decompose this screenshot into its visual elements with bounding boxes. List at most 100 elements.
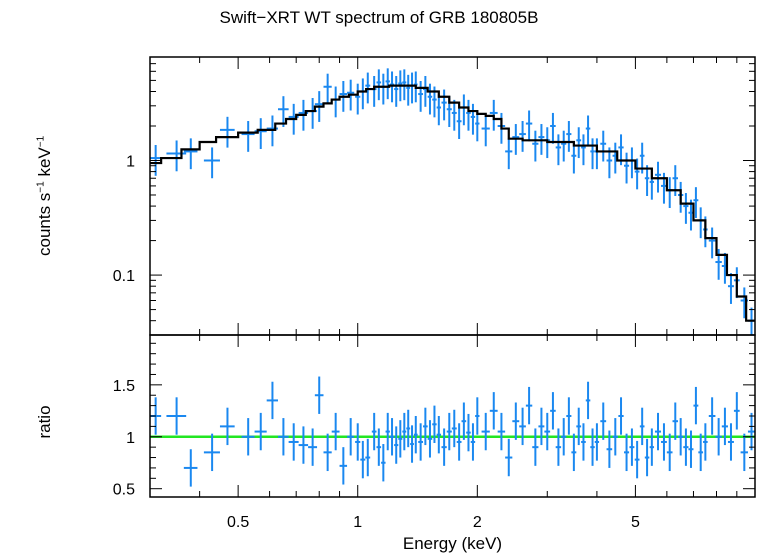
- spectrum-data-point: [644, 165, 650, 196]
- ratio-data-point: [715, 418, 722, 456]
- spectrum-data-point: [519, 121, 526, 152]
- ratio-data-point: [394, 426, 399, 464]
- spectrum-data-point: [708, 227, 716, 259]
- ratio-data-point: [618, 397, 624, 435]
- ratio-data-point: [423, 407, 428, 446]
- spectrum-data-point: [381, 73, 386, 105]
- spectrum-data-point: [418, 80, 424, 112]
- ratio-data-point: [550, 392, 556, 430]
- ratio-data-point: [203, 433, 220, 472]
- spectrum-data-point: [278, 96, 289, 127]
- ratio-data-point: [585, 381, 591, 420]
- ratio-y-tick-label: 0.5: [113, 482, 135, 499]
- spectrum-data-point: [481, 115, 490, 147]
- spectrum-data-point: [555, 134, 562, 166]
- ratio-data-point: [308, 428, 318, 466]
- ratio-data-point: [323, 433, 332, 472]
- ratio-data-point: [698, 433, 704, 472]
- ratio-data-point: [727, 423, 734, 461]
- ratio-data-point: [683, 428, 689, 466]
- spectrum-data-point: [576, 127, 582, 159]
- ratio-data-point: [733, 392, 740, 430]
- ratio-data-point: [519, 407, 526, 446]
- ratio-data-point: [740, 433, 748, 472]
- spectrum-data-point: [323, 73, 332, 105]
- spectrum-data-point: [532, 130, 539, 162]
- spectrum-data-point: [355, 83, 361, 115]
- spectrum-data-point: [672, 165, 679, 196]
- ratio-data-point: [410, 425, 414, 463]
- ratio-data-point: [497, 412, 506, 451]
- spectrum-y-tick-label: 1: [126, 153, 135, 170]
- ratio-data-point: [532, 428, 539, 466]
- spectrum-data-point: [581, 134, 586, 166]
- spectrum-data-point: [436, 94, 441, 126]
- ratio-data-point: [623, 433, 630, 472]
- ratio-panel-frame: [149, 334, 756, 498]
- ratio-data-point: [466, 413, 471, 452]
- spectrum-data-point: [727, 273, 734, 304]
- spectrum-data-point: [566, 121, 572, 152]
- spectrum-data-point: [203, 147, 220, 179]
- ratio-data-point: [600, 402, 607, 440]
- ratio-data-point: [561, 418, 567, 456]
- spectrum-data-points: [150, 68, 755, 335]
- ratio-data-point: [427, 420, 433, 458]
- ratio-data-point: [688, 430, 694, 468]
- ratio-data-point: [376, 428, 382, 466]
- spectrum-data-point: [410, 72, 414, 104]
- ratio-data-point: [693, 386, 699, 425]
- ratio-data-point: [512, 402, 520, 440]
- spectrum-data-point: [623, 152, 630, 184]
- spectrum-data-point: [456, 108, 462, 139]
- spectrum-data-point: [634, 158, 640, 190]
- spectrum-data-point: [561, 130, 567, 162]
- ratio-data-point: [456, 423, 462, 461]
- ratio-data-point: [360, 440, 366, 479]
- ratio-data-points: [150, 376, 755, 487]
- ratio-data-point: [581, 423, 586, 461]
- ratio-data-point: [402, 412, 407, 451]
- x-tick-label: 1: [353, 514, 362, 531]
- ratio-data-point: [241, 418, 255, 456]
- ratio-data-point: [703, 423, 708, 461]
- spectrum-data-point: [525, 110, 533, 142]
- ratio-data-point: [365, 438, 371, 477]
- spectrum-data-point: [475, 110, 480, 142]
- ratio-data-point: [644, 438, 650, 477]
- spectrum-data-point: [571, 142, 577, 174]
- ratio-data-point: [461, 402, 467, 440]
- ratio-data-point: [590, 428, 595, 466]
- ratio-data-point: [418, 423, 424, 461]
- ratio-data-point: [672, 402, 679, 440]
- ratio-data-point: [525, 386, 533, 425]
- spectrum-data-point: [394, 76, 399, 107]
- ratio-data-point: [489, 392, 498, 430]
- ratio-data-point: [634, 440, 640, 479]
- ratio-data-point: [661, 423, 667, 461]
- ratio-data-point: [389, 418, 395, 456]
- ratio-data-point: [446, 412, 452, 451]
- ratio-data-point: [254, 412, 267, 451]
- spectrum-data-point: [389, 71, 395, 103]
- ratio-data-point: [606, 430, 613, 468]
- ratio-data-point: [594, 423, 600, 461]
- ratio-data-point: [747, 412, 755, 451]
- spectrum-data-point: [606, 147, 613, 179]
- x-tick-label: 5: [631, 514, 640, 531]
- spectrum-data-point: [466, 99, 471, 131]
- ratio-data-point: [649, 428, 655, 466]
- spectrum-data-point: [693, 187, 699, 218]
- ratio-data-point: [678, 418, 684, 456]
- spectrum-data-point: [600, 130, 607, 162]
- spectrum-data-point: [406, 74, 411, 106]
- spectrum-data-point: [427, 83, 433, 115]
- x-axis-label: Energy (keV): [402, 534, 503, 553]
- ratio-data-point: [544, 412, 551, 451]
- spectrum-data-point: [698, 207, 704, 239]
- ratio-data-point: [451, 409, 457, 448]
- spectrum-data-point: [241, 121, 255, 152]
- spectrum-data-point: [594, 138, 600, 170]
- ratio-data-point: [166, 397, 187, 435]
- spectrum-data-point: [360, 78, 366, 110]
